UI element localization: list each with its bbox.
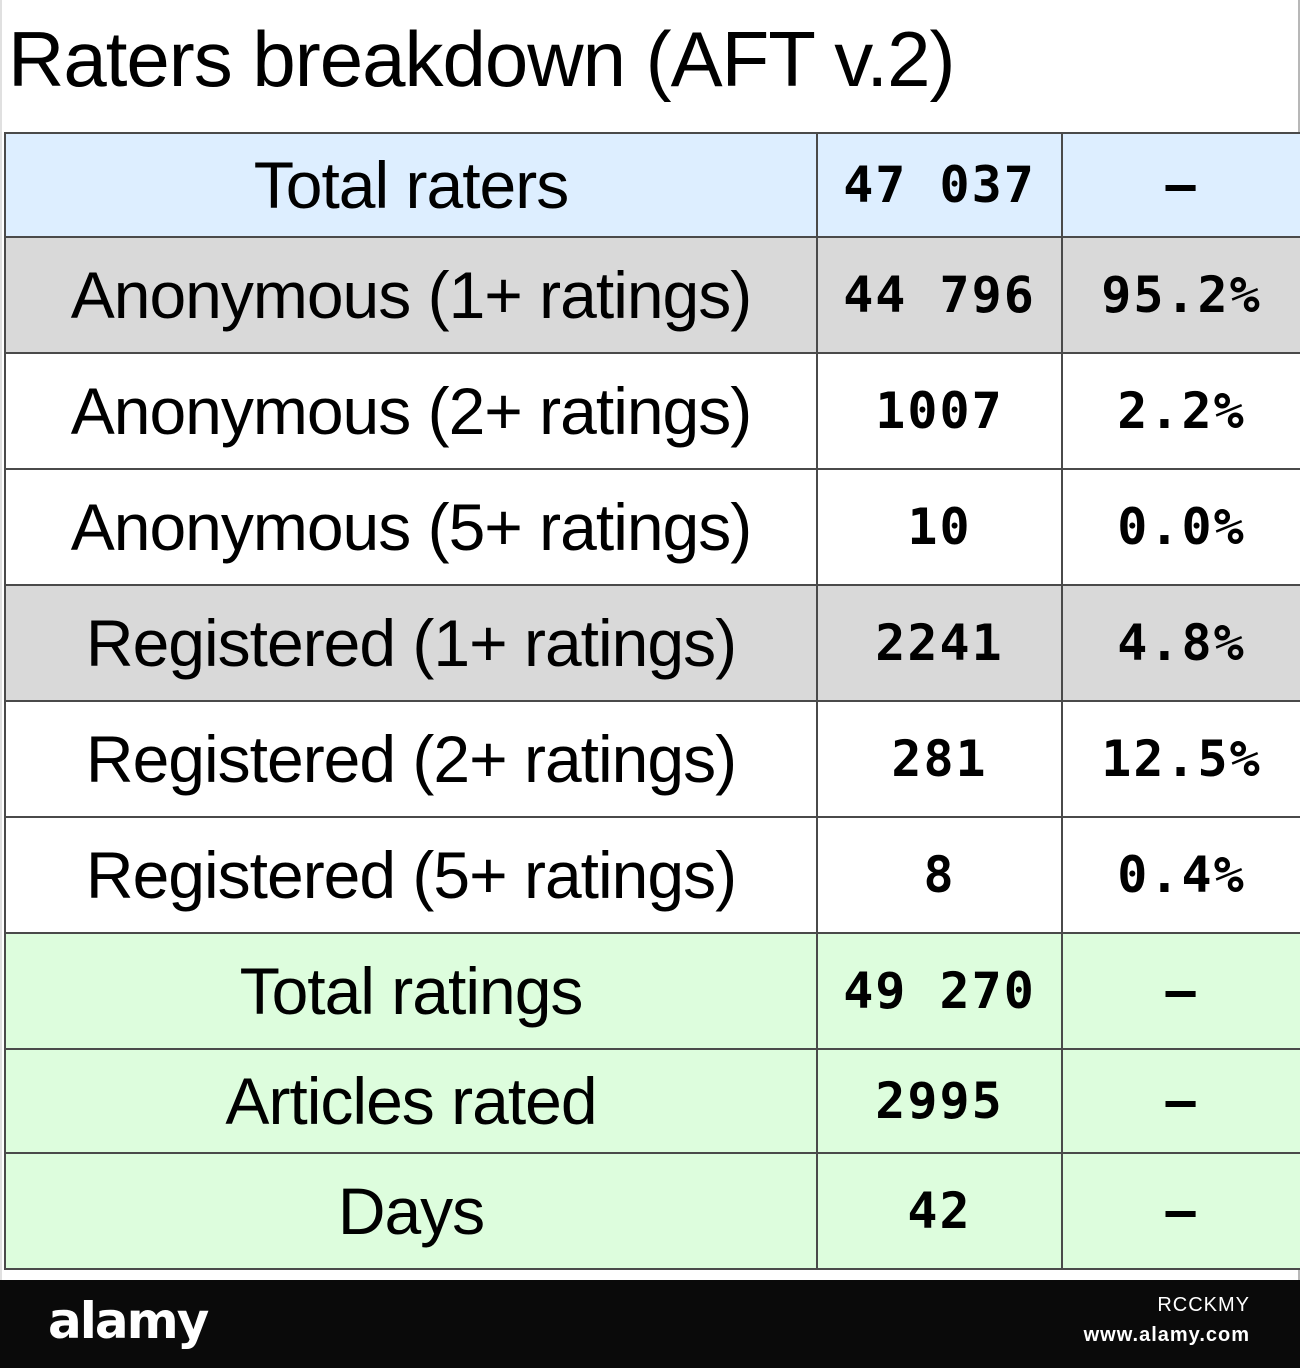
row-label: Anonymous (1+ ratings) xyxy=(4,236,818,354)
row-label: Registered (5+ ratings) xyxy=(4,816,818,934)
watermark-footer: alamy RCCKMY www.alamy.com xyxy=(0,1280,1300,1368)
footer-url: www.alamy.com xyxy=(1083,1324,1250,1346)
row-percent: – xyxy=(1061,1152,1300,1270)
image-id: RCCKMY xyxy=(1157,1294,1250,1316)
row-percent: – xyxy=(1061,1048,1300,1154)
row-percent: 12.5% xyxy=(1061,700,1300,818)
row-label: Total ratings xyxy=(4,932,818,1050)
row-label: Anonymous (5+ ratings) xyxy=(4,468,818,586)
table-title: Raters breakdown (AFT v.2) xyxy=(8,15,955,103)
row-value: 8 xyxy=(816,816,1063,934)
row-value: 42 xyxy=(816,1152,1063,1270)
row-label: Registered (2+ ratings) xyxy=(4,700,818,818)
row-label: Anonymous (2+ ratings) xyxy=(4,352,818,470)
row-label: Days xyxy=(4,1152,818,1270)
row-value: 2241 xyxy=(816,584,1063,702)
table-row-total-raters: Total raters 47 037 – xyxy=(4,132,1300,238)
row-value: 49 270 xyxy=(816,932,1063,1050)
row-percent: 95.2% xyxy=(1061,236,1300,354)
raters-table: Total raters 47 037 – Anonymous (1+ rati… xyxy=(4,132,1300,1270)
row-percent: 0.4% xyxy=(1061,816,1300,934)
row-label: Total raters xyxy=(4,132,818,238)
row-value: 2995 xyxy=(816,1048,1063,1154)
table-wrap: Total raters 47 037 – Anonymous (1+ rati… xyxy=(4,132,1300,1270)
row-percent: – xyxy=(1061,932,1300,1050)
row-value: 44 796 xyxy=(816,236,1063,354)
table-row-articles-rated: Articles rated 2995 – xyxy=(4,1048,1300,1154)
row-label: Articles rated xyxy=(4,1048,818,1154)
row-label: Registered (1+ ratings) xyxy=(4,584,818,702)
row-percent: 4.8% xyxy=(1061,584,1300,702)
table-row-anonymous-1: Anonymous (1+ ratings) 44 796 95.2% xyxy=(4,236,1300,354)
figure: Raters breakdown (AFT v.2) Total raters … xyxy=(0,0,1300,1280)
row-value: 47 037 xyxy=(816,132,1063,238)
row-percent: – xyxy=(1061,132,1300,238)
row-percent: 2.2% xyxy=(1061,352,1300,470)
row-value: 10 xyxy=(816,468,1063,586)
row-value: 1007 xyxy=(816,352,1063,470)
table-row-anonymous-5: Anonymous (5+ ratings) 10 0.0% xyxy=(4,468,1300,586)
alamy-logo: alamy xyxy=(48,1292,209,1350)
table-row-registered-5: Registered (5+ ratings) 8 0.4% xyxy=(4,816,1300,934)
table-row-registered-1: Registered (1+ ratings) 2241 4.8% xyxy=(4,584,1300,702)
row-value: 281 xyxy=(816,700,1063,818)
table-row-total-ratings: Total ratings 49 270 – xyxy=(4,932,1300,1050)
row-percent: 0.0% xyxy=(1061,468,1300,586)
table-row-days: Days 42 – xyxy=(4,1152,1300,1270)
table-row-registered-2: Registered (2+ ratings) 281 12.5% xyxy=(4,700,1300,818)
table-row-anonymous-2: Anonymous (2+ ratings) 1007 2.2% xyxy=(4,352,1300,470)
